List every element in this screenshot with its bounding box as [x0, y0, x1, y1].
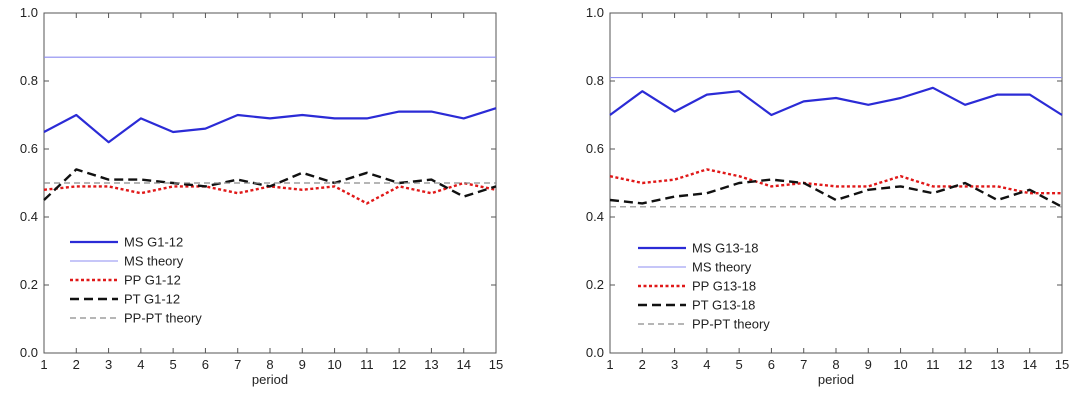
x-tick-label: 15: [1055, 357, 1069, 372]
legend-label: PP-PT theory: [124, 311, 202, 326]
x-tick-label: 8: [832, 357, 839, 372]
y-tick-label: 0.4: [586, 209, 604, 224]
x-tick-label: 5: [736, 357, 743, 372]
x-axis-title: period: [818, 372, 854, 387]
x-tick-label: 7: [800, 357, 807, 372]
x-tick-label: 11: [360, 357, 374, 372]
y-tick-label: 0.2: [586, 277, 604, 292]
y-tick-label: 0.6: [586, 141, 604, 156]
y-tick-label: 0.8: [586, 73, 604, 88]
x-tick-label: 9: [299, 357, 306, 372]
x-tick-label: 4: [137, 357, 144, 372]
legend-label: PP G13-18: [692, 279, 756, 294]
x-tick-label: 6: [202, 357, 209, 372]
legend: MS G13-18 MS theory PP G13-18 PT G13-18 PP-P…: [638, 241, 770, 332]
series-line-ms-g13-18: [609, 86, 1063, 117]
x-tick-label: 6: [768, 357, 775, 372]
y-tick-label: 0.8: [20, 73, 38, 88]
legend-label: PT G13-18: [692, 298, 755, 313]
x-tick-label: 13: [990, 357, 1004, 372]
x-tick-label: 10: [327, 357, 341, 372]
chart-panel-1: 0.00.20.40.60.81.01 2 3 4 5 6 7 8 9 10 11 12 13 14 15p…: [20, 5, 503, 387]
x-tick-label: 9: [865, 357, 872, 372]
x-tick-label: 2: [639, 357, 646, 372]
x-tick-label: 8: [266, 357, 273, 372]
series-line-pt-g1-12: [43, 168, 497, 201]
x-tick-label: 11: [926, 357, 940, 372]
x-tick-label: 13: [424, 357, 438, 372]
plot-frame: [609, 12, 1063, 354]
y-tick-label: 1.0: [586, 5, 604, 20]
legend: MS G1-12 MS theory PP G1-12 PT G1-12 PP-PT t…: [70, 235, 202, 326]
y-tick-label: 1.0: [20, 5, 38, 20]
x-tick-label: 7: [234, 357, 241, 372]
x-tick-label: 14: [456, 357, 470, 372]
x-tick-label: 3: [671, 357, 678, 372]
legend-label: MS theory: [124, 254, 184, 269]
x-tick-label: 12: [392, 357, 406, 372]
series-line-pt-g13-18: [609, 178, 1063, 208]
legend-label: MS G1-12: [124, 235, 183, 250]
y-tick-label: 0.0: [20, 345, 38, 360]
x-tick-label: 1: [606, 357, 613, 372]
y-tick-label: 0.6: [20, 141, 38, 156]
x-axis-title: period: [252, 372, 288, 387]
legend-label: MS G13-18: [692, 241, 758, 256]
x-tick-label: 12: [958, 357, 972, 372]
legend-label: PP G1-12: [124, 273, 181, 288]
x-tick-label: 5: [170, 357, 177, 372]
x-tick-label: 15: [489, 357, 503, 372]
y-tick-label: 0.2: [20, 277, 38, 292]
y-tick-label: 0.0: [586, 345, 604, 360]
x-tick-label: 2: [73, 357, 80, 372]
series-line-pp-g13-18: [609, 168, 1062, 195]
x-tick-label: 1: [40, 357, 47, 372]
legend-label: PP-PT theory: [692, 317, 770, 332]
y-tick-label: 0.4: [20, 209, 38, 224]
legend-label: MS theory: [692, 260, 752, 275]
x-tick-label: 10: [893, 357, 907, 372]
series-line-ms-g1-12: [43, 107, 497, 144]
x-tick-label: 3: [105, 357, 112, 372]
legend-label: PT G1-12: [124, 292, 180, 307]
chart-panel-2: 0.00.20.40.60.81.01 2 3 4 5 6 7 8 9 10 11 12 13 14 15p…: [586, 5, 1069, 387]
x-tick-label: 14: [1022, 357, 1036, 372]
x-tick-label: 4: [703, 357, 710, 372]
